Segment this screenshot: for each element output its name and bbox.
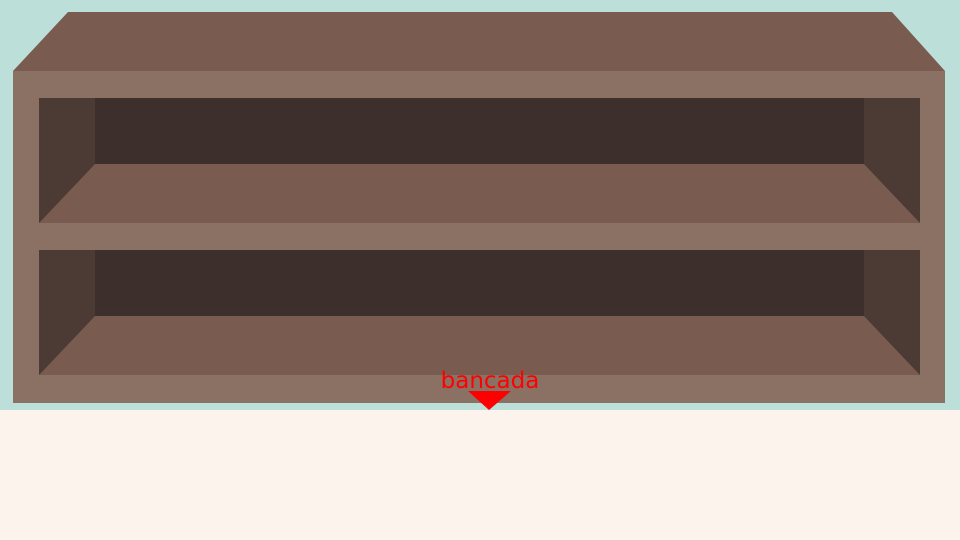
shelf-compartment-upper bbox=[39, 98, 920, 223]
hotspot-arrow-icon bbox=[468, 391, 511, 410]
floor bbox=[0, 410, 960, 540]
compartment-right-wall bbox=[864, 250, 920, 375]
compartment-floor bbox=[39, 316, 920, 375]
hotspot-label: bancada bbox=[441, 368, 540, 394]
workbench-shelf[interactable] bbox=[13, 12, 945, 403]
compartment-left-wall bbox=[39, 250, 95, 375]
shelf-compartment-lower bbox=[39, 250, 920, 375]
bancada-hotspot-marker[interactable]: bancada bbox=[441, 368, 540, 410]
compartment-right-wall bbox=[864, 98, 920, 223]
compartment-floor bbox=[39, 164, 920, 223]
compartment-left-wall bbox=[39, 98, 95, 223]
shelf-top bbox=[13, 12, 945, 71]
